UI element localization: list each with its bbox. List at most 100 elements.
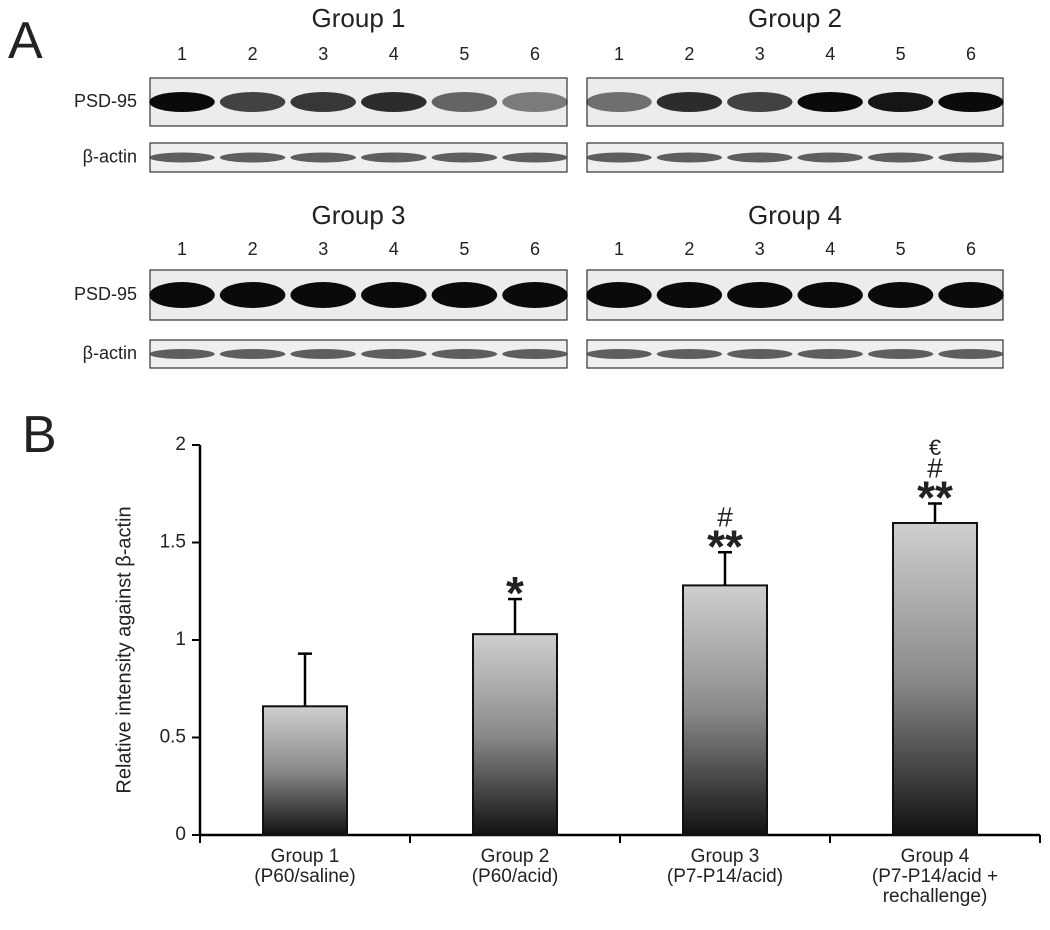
band — [797, 349, 863, 359]
band — [727, 152, 793, 163]
band — [149, 349, 215, 359]
x-tick-label: Group 4 — [901, 846, 970, 867]
lane-number: 2 — [248, 44, 258, 64]
row-label: PSD-95 — [74, 91, 137, 111]
blot-box — [586, 269, 1004, 321]
lane-number: 1 — [177, 239, 187, 259]
band — [219, 282, 286, 308]
band — [502, 152, 568, 163]
x-tick-label: Group 1 — [271, 846, 340, 867]
group-title: Group 4 — [748, 200, 842, 230]
lane-number: 3 — [755, 44, 765, 64]
significance-marker: € — [929, 435, 941, 460]
band — [867, 152, 934, 163]
blot-box — [149, 269, 568, 321]
band — [727, 282, 793, 308]
y-tick-label: 0.5 — [160, 727, 186, 748]
lane-number: 3 — [318, 239, 328, 259]
lane-number: 6 — [966, 239, 976, 259]
band — [219, 92, 286, 112]
band — [656, 349, 723, 359]
band — [502, 282, 568, 308]
band — [938, 282, 1004, 308]
band — [149, 92, 215, 112]
band — [502, 349, 568, 359]
band — [290, 152, 356, 163]
band — [290, 282, 356, 308]
significance-marker: # — [717, 501, 733, 532]
lane-number: 6 — [530, 239, 540, 259]
band — [361, 92, 427, 112]
band — [656, 282, 723, 308]
band — [431, 92, 498, 112]
significance-marker: ** — [707, 520, 743, 572]
x-tick-label: (P7-P14/acid) — [667, 866, 783, 887]
band — [361, 349, 427, 359]
lane-number: 6 — [966, 44, 976, 64]
blot-box — [149, 142, 568, 173]
lane-number: 5 — [896, 239, 906, 259]
lane-number: 6 — [530, 44, 540, 64]
lane-number: 2 — [248, 239, 258, 259]
band — [656, 92, 723, 112]
x-tick-label: Group 3 — [691, 846, 760, 867]
band — [431, 349, 498, 359]
blot-box — [586, 77, 1004, 127]
row-label: PSD-95 — [74, 284, 137, 304]
band — [149, 152, 215, 163]
y-tick-label: 0 — [175, 824, 186, 845]
lane-number: 5 — [459, 44, 469, 64]
band — [290, 349, 356, 359]
band — [867, 349, 934, 359]
significance-marker: * — [506, 567, 524, 619]
band — [797, 152, 863, 163]
x-tick-label: Group 2 — [481, 846, 550, 867]
lane-number: 5 — [459, 239, 469, 259]
band — [290, 92, 356, 112]
lane-number: 1 — [614, 44, 624, 64]
band — [361, 282, 427, 308]
band — [361, 152, 427, 163]
lane-number: 1 — [177, 44, 187, 64]
row-label: β-actin — [83, 343, 137, 363]
y-axis-label: Relative intensity against β-actin — [113, 506, 135, 793]
band — [797, 282, 863, 308]
lane-number: 4 — [389, 239, 399, 259]
band — [586, 92, 652, 112]
significance-marker: # — [927, 453, 943, 484]
bar — [472, 633, 558, 837]
x-tick-label: (P7-P14/acid + — [872, 866, 998, 887]
row-label: β-actin — [83, 146, 137, 166]
band — [431, 282, 498, 308]
significance-marker: ** — [917, 472, 953, 524]
lane-number: 4 — [825, 44, 835, 64]
band — [219, 152, 286, 163]
bar — [682, 584, 768, 837]
band — [219, 349, 286, 359]
band — [867, 92, 934, 112]
group-title: Group 3 — [312, 200, 406, 230]
band — [938, 349, 1004, 359]
y-tick-label: 1 — [175, 629, 186, 650]
band — [656, 152, 723, 163]
lane-number: 4 — [825, 239, 835, 259]
x-tick-label: (P60/saline) — [254, 866, 355, 887]
lane-number: 5 — [896, 44, 906, 64]
lane-number: 4 — [389, 44, 399, 64]
lane-number: 1 — [614, 239, 624, 259]
group-title: Group 1 — [312, 3, 406, 33]
band — [586, 349, 652, 359]
bar — [892, 522, 978, 836]
band — [586, 282, 652, 308]
band — [727, 349, 793, 359]
band — [938, 92, 1004, 112]
blot-box — [149, 77, 568, 127]
bar — [262, 705, 348, 836]
x-tick-label: (P60/acid) — [472, 866, 559, 887]
panel-label: A — [8, 12, 43, 70]
band — [727, 92, 793, 112]
band — [797, 92, 863, 112]
band — [867, 282, 934, 308]
